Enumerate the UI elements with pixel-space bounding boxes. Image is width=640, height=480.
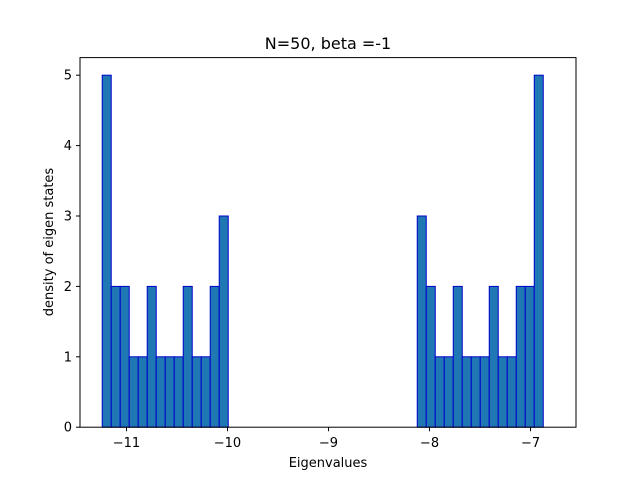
x-tick-label: −11: [113, 436, 140, 451]
x-tick-label: −10: [214, 436, 241, 451]
y-tick-label: 1: [64, 350, 72, 365]
histogram-bar: [488, 285, 499, 428]
y-tick-label: 0: [64, 421, 72, 436]
x-axis-ticks: −11 −10 −9 −8 −7: [113, 427, 540, 451]
histogram-bar: [533, 74, 544, 428]
x-tick-label: −9: [319, 436, 338, 451]
histogram-bar: [128, 356, 139, 428]
histogram-bar: [434, 356, 445, 428]
histogram-bar: [110, 285, 121, 428]
histogram-bar: [101, 74, 112, 428]
histogram-bar: [191, 356, 202, 428]
histogram-bar: [515, 285, 526, 428]
x-tick-label: −7: [521, 436, 540, 451]
histogram-bar: [425, 285, 436, 428]
histogram-bar: [164, 356, 175, 428]
histogram-bar: [524, 285, 535, 428]
histogram-bar: [470, 356, 481, 428]
histogram-bar: [173, 356, 184, 428]
y-tick-label: 5: [64, 69, 72, 84]
y-axis-ticks: 0 1 2 3 4 5: [64, 69, 80, 436]
histogram-bar: [155, 356, 166, 428]
histogram-bar: [497, 356, 508, 428]
histogram-bar: [137, 356, 148, 428]
chart-title: N=50, beta =-1: [265, 34, 391, 53]
x-axis-label: Eigenvalues: [289, 456, 368, 471]
plot-frame: [79, 57, 577, 428]
y-tick-label: 4: [64, 139, 72, 154]
histogram-bar: [416, 215, 427, 428]
histogram-bar: [452, 285, 463, 428]
y-axis-label: density of eigen states: [42, 168, 57, 317]
histogram-bar: [443, 356, 454, 428]
x-tick-label: −8: [420, 436, 439, 451]
y-tick-label: 2: [64, 280, 72, 295]
histogram-bar: [182, 285, 193, 428]
histogram-bar: [461, 356, 472, 428]
histogram-bar: [218, 215, 229, 428]
histogram-bar: [209, 285, 220, 428]
y-tick-label: 3: [64, 210, 72, 225]
histogram-bar: [119, 285, 130, 428]
histogram-bar: [506, 356, 517, 428]
histogram-bar: [200, 356, 211, 428]
histogram-bar: [479, 356, 490, 428]
histogram-bar: [146, 285, 157, 428]
histogram-bars: [101, 74, 544, 428]
